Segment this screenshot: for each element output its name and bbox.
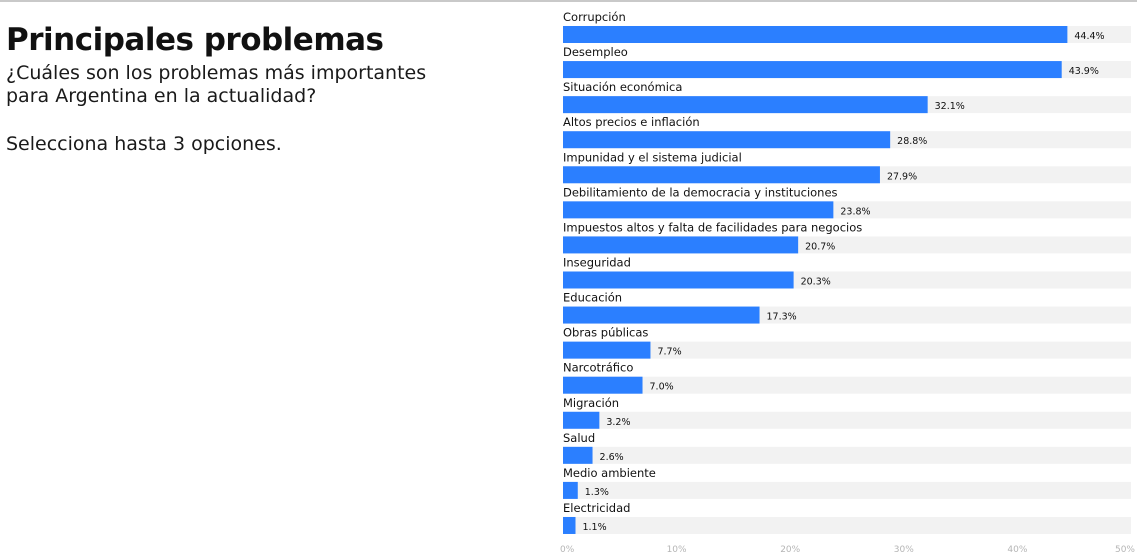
- value-label: 28.8%: [897, 136, 927, 147]
- bar: [563, 341, 651, 359]
- bar: [563, 131, 891, 149]
- page-title: Principales problemas: [6, 22, 384, 58]
- value-label: 32.1%: [935, 101, 965, 112]
- category-label: Medio ambiente: [563, 466, 656, 480]
- category-label: Impuestos altos y falta de facilidades p…: [563, 220, 862, 234]
- x-tick-label: 40%: [1007, 545, 1027, 555]
- bar-track: [563, 516, 1131, 534]
- category-label: Obras públicas: [563, 326, 648, 340]
- category-label: Debilitamiento de la democracia y instit…: [563, 185, 838, 199]
- bar-track: [563, 446, 1131, 464]
- bar-track: [563, 376, 1131, 394]
- bar-track: [563, 411, 1131, 429]
- instruction-text: Selecciona hasta 3 opciones.: [6, 133, 282, 155]
- bar: [563, 411, 600, 429]
- category-label: Educación: [563, 291, 622, 305]
- category-label: Inseguridad: [563, 255, 631, 269]
- bar: [563, 516, 576, 534]
- x-tick-label: 10%: [667, 545, 687, 555]
- x-tick-label: 50%: [1115, 545, 1135, 555]
- bar: [563, 201, 834, 219]
- value-label: 23.8%: [840, 206, 870, 217]
- category-label: Situación económica: [563, 80, 682, 94]
- top-divider: [0, 0, 1137, 2]
- bar: [563, 306, 760, 324]
- bar: [563, 446, 593, 464]
- bar: [563, 376, 643, 394]
- bar: [563, 481, 578, 499]
- value-label: 43.9%: [1069, 66, 1099, 77]
- category-label: Salud: [563, 431, 595, 445]
- category-label: Impunidad y el sistema judicial: [563, 150, 742, 164]
- value-label: 2.6%: [600, 452, 624, 463]
- value-label: 7.0%: [650, 382, 674, 393]
- category-label: Desempleo: [563, 45, 628, 59]
- category-label: Electricidad: [563, 501, 630, 515]
- category-label: Corrupción: [563, 10, 626, 24]
- question-panel: Principales problemas ¿Cuáles son los pr…: [6, 20, 526, 156]
- bar: [563, 236, 799, 254]
- bar: [563, 96, 928, 114]
- x-tick-label: 0%: [560, 545, 575, 555]
- x-tick-label: 20%: [780, 545, 800, 555]
- bar: [563, 271, 794, 289]
- bar: [563, 26, 1068, 43]
- category-label: Narcotráfico: [563, 361, 633, 375]
- bar: [563, 166, 880, 184]
- question-line-2: para Argentina en la actualidad?: [6, 85, 317, 107]
- value-label: 27.9%: [887, 171, 917, 182]
- value-label: 7.7%: [657, 347, 681, 358]
- value-label: 1.1%: [582, 522, 606, 533]
- value-label: 44.4%: [1074, 31, 1104, 42]
- question-line-1: ¿Cuáles son los problemas más importante…: [6, 62, 427, 84]
- value-label: 3.2%: [606, 417, 630, 428]
- category-label: Altos precios e inflación: [563, 115, 700, 129]
- question-text: ¿Cuáles son los problemas más importante…: [6, 62, 526, 108]
- bar: [563, 61, 1062, 79]
- x-tick-label: 30%: [894, 545, 914, 555]
- category-label: Migración: [563, 396, 619, 410]
- bar-track: [563, 481, 1131, 499]
- value-label: 1.3%: [585, 487, 609, 498]
- value-label: 20.3%: [801, 276, 831, 287]
- value-label: 17.3%: [767, 312, 797, 323]
- bar-track: [563, 341, 1131, 359]
- value-label: 20.7%: [805, 241, 835, 252]
